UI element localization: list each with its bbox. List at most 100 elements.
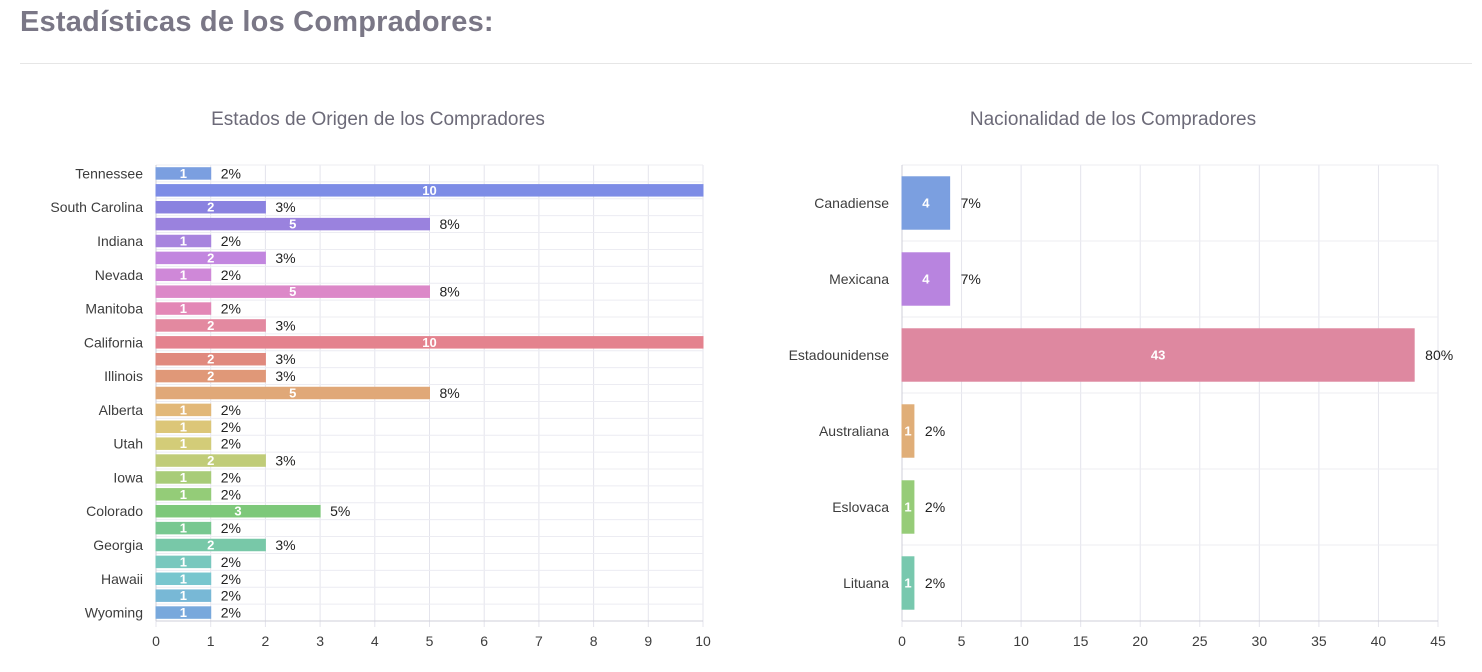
bar-percent-label: 2% xyxy=(221,165,241,181)
bar xyxy=(155,319,266,332)
bar-percent-label: 8% xyxy=(440,216,460,232)
x-tick-label: 9 xyxy=(644,633,652,649)
states-chart: Estados de Origen de los Compradores 0 1 2 3… xyxy=(50,109,711,649)
chart-title: Estados de Origen de los Compradores xyxy=(211,109,545,130)
bar-percent-label: 5% xyxy=(330,503,350,519)
bar-value-label: 1 xyxy=(180,301,187,316)
bar-percent-label: 2% xyxy=(221,605,241,621)
category-label: Alberta xyxy=(99,402,144,418)
bar xyxy=(155,538,266,552)
category-label: Tennessee xyxy=(75,165,143,181)
bar-percent-label: 2% xyxy=(221,402,241,418)
bar xyxy=(901,328,1415,382)
bar xyxy=(901,404,915,458)
bar-value-label: 1 xyxy=(180,234,187,249)
bar-percent-label: 2% xyxy=(221,301,241,317)
bar-percent-label: 2% xyxy=(925,423,945,439)
bar-percent-label: 2% xyxy=(221,233,241,249)
bar xyxy=(155,454,266,467)
bar-percent-label: 2% xyxy=(925,575,945,591)
x-tick-label: 3 xyxy=(316,633,324,649)
bar xyxy=(155,268,212,282)
bar xyxy=(155,437,212,450)
bar-value-label: 1 xyxy=(180,521,187,536)
bar-value-label: 1 xyxy=(180,470,187,485)
category-label: Georgia xyxy=(93,537,143,553)
bar xyxy=(155,471,212,484)
bar xyxy=(155,504,321,518)
bar-value-label: 1 xyxy=(180,554,187,569)
bar-percent-label: 3% xyxy=(275,368,295,384)
bar xyxy=(155,285,430,298)
bar-percent-label: 2% xyxy=(221,486,241,502)
bar-percent-label: 7% xyxy=(961,271,981,287)
x-tick-label: 7 xyxy=(535,633,543,649)
bar xyxy=(155,352,266,366)
bar-percent-label: 80% xyxy=(1425,347,1453,363)
bar-percent-label: 3% xyxy=(275,453,295,469)
bar xyxy=(155,572,212,586)
category-label: Eslovaca xyxy=(832,499,889,515)
bar-percent-label: 3% xyxy=(275,199,295,215)
x-tick-label: 0 xyxy=(152,633,160,649)
bar-percent-label: 2% xyxy=(221,419,241,435)
category-label: California xyxy=(84,334,143,350)
bar-value-label: 10 xyxy=(422,335,436,350)
bar xyxy=(155,386,430,400)
bar xyxy=(155,369,266,383)
bar-value-label: 5 xyxy=(289,284,296,299)
bar-value-label: 2 xyxy=(207,250,214,265)
bar-value-label: 2 xyxy=(207,352,214,367)
chart-title: Nacionalidad de los Compradores xyxy=(970,109,1256,130)
bar-percent-label: 3% xyxy=(275,317,295,333)
bar xyxy=(901,176,951,230)
x-tick-label: 8 xyxy=(590,633,598,649)
bar-value-label: 1 xyxy=(904,424,911,439)
title-divider xyxy=(20,63,1472,64)
bar-value-label: 5 xyxy=(289,386,296,401)
bar-percent-label: 2% xyxy=(221,436,241,452)
bar-value-label: 1 xyxy=(180,402,187,417)
bar xyxy=(155,589,212,602)
category-label: Illinois xyxy=(104,368,143,384)
x-tick-label: 6 xyxy=(480,633,488,649)
x-tick-label: 10 xyxy=(1013,633,1029,649)
bar-percent-label: 2% xyxy=(221,520,241,536)
bar xyxy=(155,521,212,535)
bar-percent-label: 2% xyxy=(221,588,241,604)
bar-percent-label: 3% xyxy=(275,351,295,367)
bar-value-label: 1 xyxy=(180,605,187,620)
bar xyxy=(155,200,266,214)
bar-percent-label: 2% xyxy=(221,554,241,570)
bar-value-label: 2 xyxy=(207,538,214,553)
category-label: Utah xyxy=(113,436,143,452)
bar-percent-label: 2% xyxy=(221,469,241,485)
x-tick-label: 0 xyxy=(898,633,906,649)
category-label: Nevada xyxy=(95,267,143,283)
bar-value-label: 2 xyxy=(207,318,214,333)
bar-percent-label: 2% xyxy=(925,499,945,515)
category-label: Manitoba xyxy=(85,301,143,317)
category-label: Canadiense xyxy=(814,195,889,211)
bar-value-label: 5 xyxy=(289,217,296,232)
bar xyxy=(155,606,212,619)
x-tick-label: 1 xyxy=(207,633,215,649)
category-label: Iowa xyxy=(113,469,143,485)
category-label: Mexicana xyxy=(829,271,889,287)
category-label: Hawaii xyxy=(101,571,143,587)
bar-value-label: 2 xyxy=(207,453,214,468)
bar xyxy=(155,336,704,349)
bar-percent-label: 7% xyxy=(961,195,981,211)
x-tick-label: 10 xyxy=(695,633,711,649)
x-tick-label: 5 xyxy=(958,633,966,649)
bar-percent-label: 8% xyxy=(440,385,460,401)
bar-value-label: 10 xyxy=(422,183,436,198)
bar-value-label: 3 xyxy=(234,504,241,519)
category-label: Indiana xyxy=(97,233,143,249)
bar xyxy=(155,403,212,417)
page-title: Estadísticas de los Compradores: xyxy=(20,6,494,38)
x-tick-label: 4 xyxy=(371,633,379,649)
bar-value-label: 43 xyxy=(1151,348,1165,363)
bar-value-label: 1 xyxy=(180,166,187,181)
bar-percent-label: 8% xyxy=(440,284,460,300)
